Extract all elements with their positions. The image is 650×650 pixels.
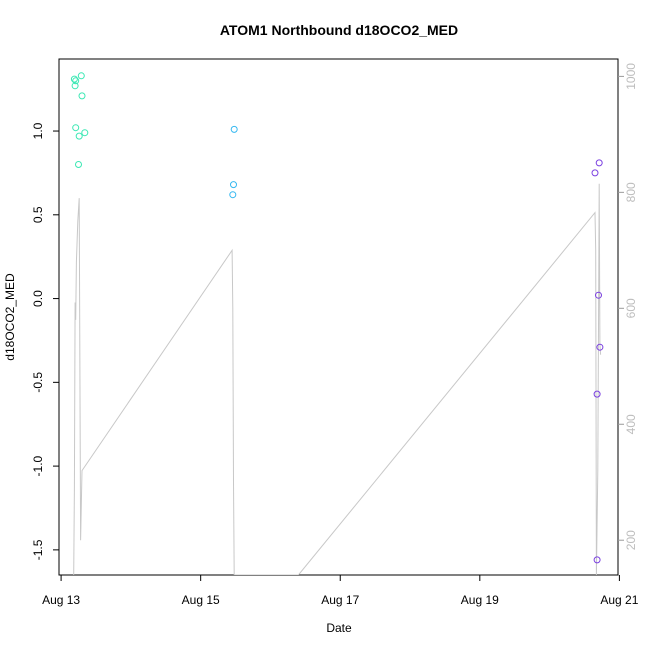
y-tick-label-2: -0.5 (31, 372, 45, 393)
data-point-10 (230, 181, 237, 189)
y-tick-label-5: 1.0 (31, 122, 45, 139)
pressure-line (73, 183, 602, 575)
data-point-11 (229, 191, 237, 199)
y2-tick-label-1: 400 (624, 414, 638, 434)
data-point-13 (595, 159, 603, 167)
x-tick-label-3: Aug 19 (461, 593, 499, 607)
data-point-2 (71, 82, 79, 90)
y2-axis: 200 400 600 800 1000 (618, 63, 638, 550)
chart-title: ATOM1 Northbound d18OCO2_MED (220, 22, 458, 38)
data-point-0 (70, 75, 78, 83)
x-tick-label-2: Aug 17 (321, 593, 359, 607)
x-axis-label: Date (326, 621, 352, 635)
x-tick-label-4: Aug 21 (600, 593, 638, 607)
y-tick-label-1: -1.0 (31, 455, 45, 476)
data-point-8 (81, 129, 89, 137)
y-tick-label-3: 0.0 (31, 290, 45, 307)
data-point-1 (72, 77, 80, 85)
data-point-7 (78, 92, 86, 100)
data-point-14 (595, 291, 602, 299)
data-point-5 (75, 132, 83, 140)
x-tick-label-1: Aug 15 (182, 593, 220, 607)
y2-tick-label-4: 1000 (624, 63, 638, 90)
y2-tick-label-0: 200 (624, 530, 638, 550)
plot-frame (58, 58, 619, 576)
data-point-12 (591, 169, 599, 177)
data-point-9 (230, 125, 238, 133)
data-point-17 (593, 556, 601, 564)
data-points (70, 72, 604, 564)
data-point-4 (75, 161, 82, 168)
pressure-series (73, 183, 602, 575)
data-point-15 (596, 343, 604, 351)
y-tick-label-0: -1.5 (31, 539, 45, 560)
y-axis-label: d18OCO2_MED (3, 273, 17, 361)
y-axis: -1.5 -1.0 -0.5 0.0 0.5 1.0 (31, 122, 59, 560)
x-tick-label-0: Aug 13 (42, 593, 80, 607)
y2-tick-label-2: 600 (624, 298, 638, 318)
y-tick-label-4: 0.5 (31, 206, 45, 223)
data-point-16 (593, 390, 601, 398)
x-axis: Aug 13 Aug 15 Aug 17 Aug 19 Aug 21 (42, 575, 639, 607)
data-point-6 (77, 72, 85, 80)
y2-tick-label-3: 800 (624, 182, 638, 202)
data-point-3 (72, 124, 80, 132)
